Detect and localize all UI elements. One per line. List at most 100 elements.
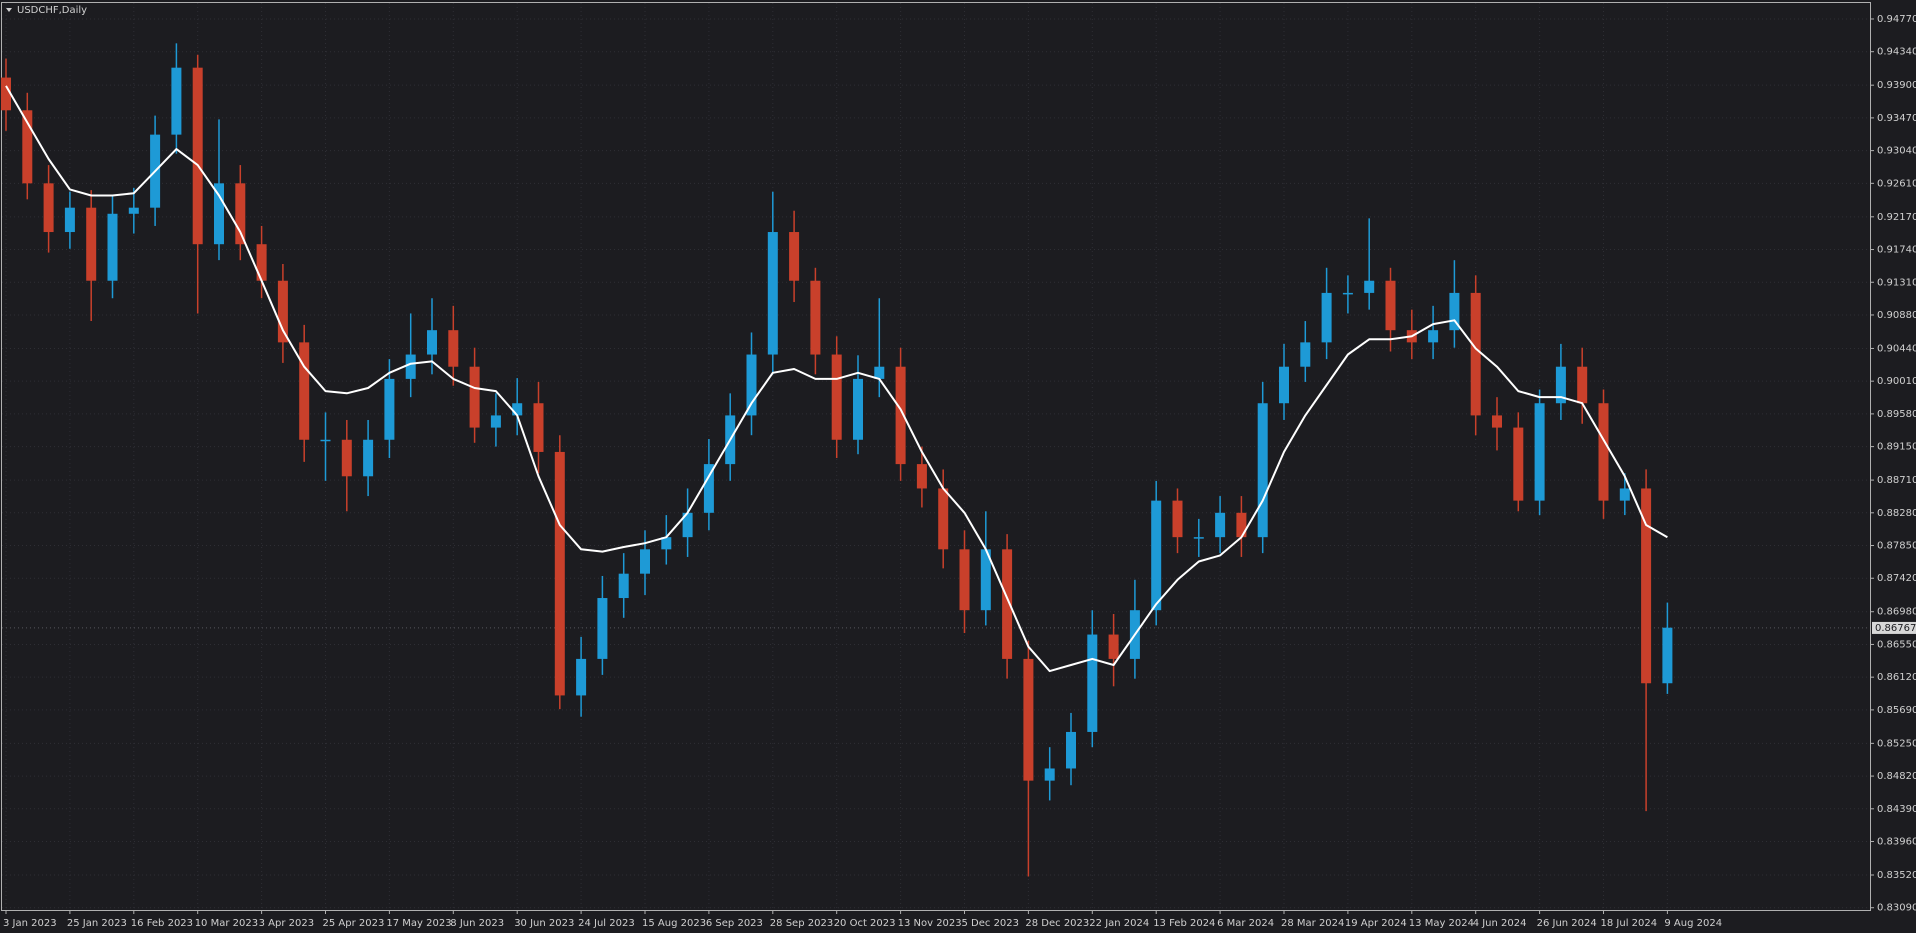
candle-body bbox=[1598, 403, 1609, 501]
y-tick-label: 0.85250 bbox=[1877, 738, 1916, 749]
y-tick-label: 0.94770 bbox=[1877, 14, 1916, 25]
candle-body bbox=[299, 342, 310, 440]
x-tick-label: 9 Aug 2024 bbox=[1664, 918, 1722, 929]
x-tick-label: 10 Mar 2023 bbox=[195, 918, 258, 929]
x-tick-label: 17 May 2023 bbox=[386, 918, 451, 929]
candle-body bbox=[746, 354, 757, 416]
candle-body bbox=[1002, 549, 1013, 659]
candle-body bbox=[363, 439, 374, 477]
x-tick-label: 25 Jan 2023 bbox=[67, 918, 127, 929]
x-tick-label: 3 Apr 2023 bbox=[259, 918, 314, 929]
y-tick-label: 0.91740 bbox=[1877, 245, 1916, 256]
x-tick-label: 20 Oct 2023 bbox=[834, 918, 896, 929]
x-tick-label: 8 Jun 2023 bbox=[450, 918, 504, 929]
candle-body bbox=[320, 439, 331, 442]
y-tick-label: 0.93470 bbox=[1877, 113, 1916, 124]
y-tick-label: 0.87850 bbox=[1877, 541, 1916, 552]
candle-body bbox=[1300, 342, 1311, 367]
candle-body bbox=[703, 464, 714, 513]
x-tick-label: 30 Jun 2023 bbox=[514, 918, 574, 929]
candle-body bbox=[1172, 500, 1183, 538]
candle-body bbox=[640, 549, 650, 574]
candle-body bbox=[1342, 292, 1353, 295]
candle-body bbox=[1662, 627, 1673, 684]
candle-body bbox=[128, 207, 139, 214]
y-tick-label: 0.85690 bbox=[1877, 705, 1916, 716]
candle-body bbox=[107, 213, 118, 281]
candle-body bbox=[1555, 366, 1566, 404]
candle-body bbox=[938, 488, 949, 550]
candle-body bbox=[1066, 731, 1076, 769]
moving-average bbox=[5, 85, 1668, 673]
candle-body bbox=[1, 77, 11, 111]
candle-body bbox=[1236, 512, 1247, 538]
candle-body bbox=[1321, 292, 1332, 343]
candle-body bbox=[1428, 330, 1439, 343]
candle-body bbox=[1513, 427, 1524, 501]
candle-body bbox=[1279, 366, 1289, 404]
candle-body bbox=[22, 110, 33, 184]
candle-body bbox=[277, 280, 288, 343]
x-tick-label: 13 Nov 2023 bbox=[898, 918, 962, 929]
y-tick-label: 0.84390 bbox=[1877, 804, 1916, 815]
x-tick-label: 28 Dec 2023 bbox=[1025, 918, 1089, 929]
y-tick-label: 0.90440 bbox=[1877, 343, 1916, 354]
y-tick-label: 0.84820 bbox=[1877, 771, 1916, 782]
candle-body bbox=[1044, 768, 1055, 781]
candle-body bbox=[1108, 634, 1119, 659]
candle-body bbox=[810, 280, 821, 355]
x-tick-label: 15 Aug 2023 bbox=[642, 918, 706, 929]
candle-body bbox=[256, 244, 267, 281]
candle-body bbox=[192, 67, 203, 245]
candle-body bbox=[1619, 488, 1630, 501]
candle-body bbox=[171, 67, 182, 135]
candle-body bbox=[1449, 292, 1460, 331]
candle-body bbox=[512, 403, 523, 416]
y-tick-label: 0.91310 bbox=[1877, 277, 1916, 288]
candle-body bbox=[1364, 280, 1375, 293]
candle-body bbox=[831, 354, 842, 440]
y-tick-label: 0.83960 bbox=[1877, 837, 1916, 848]
candle-body bbox=[554, 451, 565, 696]
y-tick-label: 0.86550 bbox=[1877, 639, 1916, 650]
y-tick-label: 0.88710 bbox=[1877, 475, 1916, 486]
candle-body bbox=[469, 366, 480, 428]
chart-title: USDCHF,Daily bbox=[17, 5, 87, 16]
menu-icon[interactable] bbox=[6, 8, 12, 12]
candle-body bbox=[341, 439, 352, 477]
plot-frame bbox=[1, 2, 1871, 911]
candle-body bbox=[533, 403, 544, 452]
candle-body bbox=[789, 232, 800, 281]
candle-body bbox=[1577, 366, 1588, 404]
x-tick-label: 5 Dec 2023 bbox=[962, 918, 1020, 929]
candle-body bbox=[64, 207, 75, 233]
x-tick-label: 28 Mar 2024 bbox=[1281, 918, 1344, 929]
x-tick-label: 13 Feb 2024 bbox=[1153, 918, 1215, 929]
y-tick-label: 0.87420 bbox=[1877, 573, 1916, 584]
x-tick-label: 18 Jul 2024 bbox=[1601, 918, 1658, 929]
candle-body bbox=[1087, 634, 1098, 732]
candle-body bbox=[874, 366, 885, 379]
y-tick-label: 0.93040 bbox=[1877, 146, 1916, 157]
y-tick-label: 0.83520 bbox=[1877, 870, 1916, 881]
y-tick-label: 0.92610 bbox=[1877, 178, 1916, 189]
candle-body bbox=[767, 232, 778, 355]
candle-body bbox=[405, 354, 416, 379]
candle-body bbox=[916, 464, 927, 489]
candle-body bbox=[427, 330, 437, 355]
candle-body bbox=[576, 658, 587, 696]
last-price-box bbox=[1872, 621, 1916, 634]
marks bbox=[1, 43, 1673, 877]
y-tick-label: 0.88280 bbox=[1877, 508, 1916, 519]
x-tick-label: 3 Jan 2023 bbox=[3, 918, 57, 929]
y-tick-label: 0.90010 bbox=[1877, 376, 1916, 387]
y-tick-label: 0.83090 bbox=[1877, 903, 1916, 914]
candle-body bbox=[1534, 403, 1545, 501]
candle-body bbox=[490, 415, 501, 428]
candle-body bbox=[980, 549, 991, 611]
y-tick-label: 0.90880 bbox=[1877, 310, 1916, 321]
x-tick-label: 24 Jul 2023 bbox=[578, 918, 635, 929]
candle-body bbox=[1193, 537, 1204, 539]
